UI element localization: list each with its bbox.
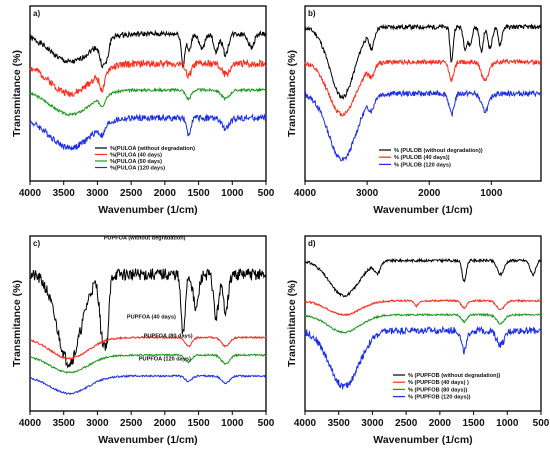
legend-entry: % (PULOB (120 days): [394, 162, 451, 168]
x-tick-label: 2500: [395, 418, 418, 429]
x-tick-label: 500: [533, 418, 550, 429]
legend-entry: %(PULOA (120 days): [110, 166, 165, 172]
series-line-4: [29, 113, 267, 151]
x-tick-label: 500: [258, 188, 275, 199]
x-tick-label: 3000: [361, 418, 384, 429]
x-tick-label: 3500: [53, 418, 76, 429]
x-tick-label: 4000: [294, 188, 317, 199]
legend-entry: % (PUPFOB (without degradation)): [408, 373, 500, 379]
x-tick-label: 3000: [86, 418, 109, 429]
x-tick-label: 3000: [356, 188, 379, 199]
legend-entry: % (PUPFOB (120 days)): [408, 395, 471, 401]
panel-a: 4000 3500 3000 2500 2000 1500 1000 500 Wavenumbe…: [0, 0, 275, 228]
series-line-1: [304, 257, 542, 298]
series-line-3: [304, 312, 542, 334]
series-line-3: [29, 353, 267, 374]
x-tick-label: 1000: [221, 188, 244, 199]
legend-entry: % (PULOB (without degradation)): [394, 148, 483, 154]
x-tick-label: 2000: [154, 418, 177, 429]
chart-svg-panel-c: 4000 3500 3000 2500 2000 1500 1000 500 Wavenumbe…: [11, 235, 275, 446]
series-line-1: [29, 29, 267, 69]
x-tick-label: 3500: [328, 418, 351, 429]
x-tick-label: 1000: [221, 418, 244, 429]
series-annotation: PUPFOA (without degradation): [104, 236, 186, 242]
series-line-1: [29, 267, 267, 369]
legend-entry: % (PUPFOB (40 days) ): [408, 380, 469, 386]
x-tick-label: 1000: [480, 188, 503, 199]
y-axis-label: Transmitance (%): [286, 50, 298, 137]
panel-c: 4000 3500 3000 2500 2000 1500 1000 500 Wavenumbe…: [0, 228, 275, 455]
x-tick-label: 2000: [429, 418, 452, 429]
legend-entry: % (PUPFOB (80 days)): [408, 387, 468, 393]
x-tick-label: 2500: [120, 418, 143, 429]
series-line-2: [304, 298, 542, 317]
panel-b: 4000 3000 2000 1000 Wavenumber (1/cm) Transmi…: [275, 0, 550, 228]
series-line-4: [29, 373, 267, 395]
series-line-2: [29, 335, 267, 361]
x-axis-label: Wavenumber (1/cm): [98, 434, 197, 446]
x-tick-label: 2000: [154, 188, 177, 199]
series-line-3: [29, 86, 267, 117]
x-axis-label: Wavenumber (1/cm): [98, 204, 197, 216]
x-tick-label: 4000: [19, 418, 42, 429]
series-line-4: [304, 325, 542, 390]
legend-entry: % (PULOB (40 days)): [394, 155, 450, 161]
legend-entry: %(PULOA (without degradation): [110, 146, 195, 152]
x-axis-label: Wavenumber (1/cm): [373, 204, 472, 216]
x-tick-label: 1500: [462, 418, 485, 429]
x-tick-label: 500: [258, 418, 275, 429]
plot-frame: [29, 235, 267, 412]
x-axis-label: Wavenumber (1/cm): [373, 434, 472, 446]
plot-frame: [304, 235, 542, 412]
series-annotation: PUPFOA (120 days): [139, 356, 191, 362]
x-tick-label: 1500: [187, 418, 210, 429]
x-tick-label: 1000: [496, 418, 519, 429]
series-annotation: PUPFOA (40 days): [127, 314, 176, 320]
chart-svg-panel-b: 4000 3000 2000 1000 Wavenumber (1/cm) Transmi…: [286, 5, 542, 216]
y-axis-label: Transmitance (%): [286, 280, 298, 367]
panel-label: d): [308, 239, 316, 248]
y-axis-label: Transmitance (%): [11, 50, 23, 137]
panel-label: b): [308, 9, 316, 18]
x-tick-label: 2500: [120, 188, 143, 199]
x-tick-label: 4000: [19, 188, 42, 199]
panel-label: c): [33, 239, 40, 248]
y-axis-label: Transmitance (%): [11, 280, 23, 367]
legend-entry: %(PULOA (40 days): [110, 153, 162, 159]
x-tick-label: 2000: [418, 188, 441, 199]
x-tick-label: 3500: [53, 188, 76, 199]
series-annotation: PUPFOA (80 days): [144, 334, 193, 340]
legend-entry: %(PULOA (50 days): [110, 159, 162, 165]
series-line-3: [304, 89, 542, 162]
x-tick-label: 4000: [294, 418, 317, 429]
series-line-2: [29, 58, 267, 98]
x-tick-label: 1500: [187, 188, 210, 199]
chart-svg-panel-d: 4000 3500 3000 2500 2000 1500 1000 500 Wavenumbe…: [286, 235, 550, 446]
series-line-2: [304, 58, 542, 117]
x-tick-label: 3000: [86, 188, 109, 199]
series-line-1: [304, 23, 542, 100]
panel-label: a): [33, 9, 40, 18]
chart-svg-panel-a: 4000 3500 3000 2500 2000 1500 1000 500 Wavenumbe…: [11, 5, 275, 216]
panel-d: 4000 3500 3000 2500 2000 1500 1000 500 Wavenumbe…: [275, 228, 550, 455]
